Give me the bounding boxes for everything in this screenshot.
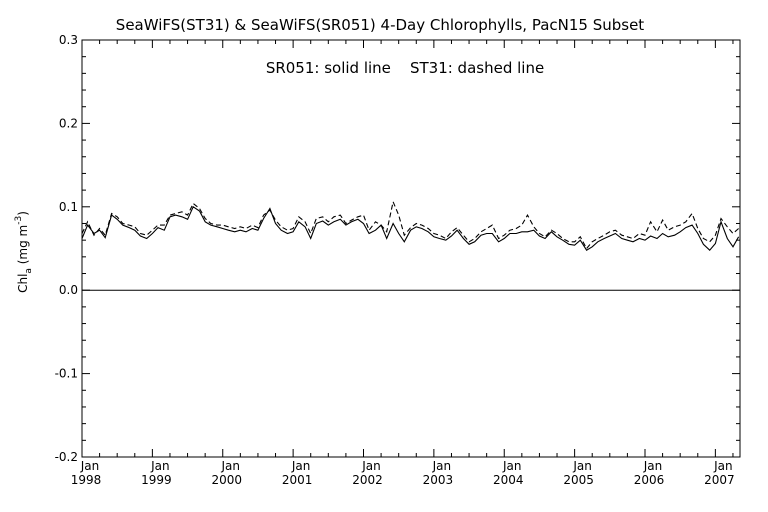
x-tick-month-label: Jan (80, 459, 100, 473)
x-tick-year-label: 1998 (71, 473, 102, 487)
x-tick-month-label: Jan (150, 459, 170, 473)
x-tick-month-label: Jan (502, 459, 522, 473)
x-axis: Jan1998Jan1999Jan2000Jan2001Jan2002Jan20… (71, 40, 735, 487)
x-tick-year-label: 2003 (423, 473, 454, 487)
series-line-sr051 (81, 205, 740, 251)
y-axis-label-close: ) (16, 211, 30, 216)
y-axis-label-main: Chl (16, 274, 30, 293)
y-tick-label: 0.3 (59, 33, 78, 47)
x-tick-month-label: Jan (643, 459, 663, 473)
legend-annotation: SR051: solid line ST31: dashed line (266, 59, 544, 77)
y-tick-label: 0.0 (59, 283, 78, 297)
y-tick-label: 0.1 (59, 200, 78, 214)
x-tick-month-label: Jan (361, 459, 381, 473)
x-tick-month-label: Jan (432, 459, 452, 473)
x-tick-year-label: 2005 (563, 473, 594, 487)
plot-frame (81, 39, 741, 458)
x-tick-year-label: 1999 (141, 473, 172, 487)
x-tick-year-label: 2004 (493, 473, 524, 487)
svg-text:Chla (mg m-3): Chla (mg m-3) (14, 211, 34, 293)
x-tick-month-label: Jan (713, 459, 733, 473)
y-axis-label-sub: a (24, 268, 34, 274)
y-axis: -0.2 -0.1 0.0 0.1 0.2 0.3 (55, 33, 740, 464)
series-line-st31 (81, 199, 739, 250)
y-axis-label-sup: -3 (14, 216, 24, 225)
x-tick-month-label: Jan (572, 459, 592, 473)
x-tick-year-label: 2002 (352, 473, 383, 487)
y-tick-label: -0.1 (55, 367, 78, 381)
y-tick-label: -0.2 (55, 450, 78, 464)
series-layer (81, 199, 740, 251)
x-tick-month-label: Jan (291, 459, 311, 473)
y-axis-label: Chla (mg m-3) (14, 211, 34, 293)
x-tick-month-label: Jan (220, 459, 240, 473)
y-axis-label-unit: (mg m (16, 225, 30, 268)
x-tick-year-label: 2007 (704, 473, 735, 487)
chart-title: SeaWiFS(ST31) & SeaWiFS(SR051) 4-Day Chl… (116, 16, 645, 34)
y-tick-label: 0.2 (59, 116, 78, 130)
x-tick-year-label: 2000 (211, 473, 242, 487)
x-tick-year-label: 2006 (634, 473, 665, 487)
x-tick-year-label: 2001 (282, 473, 313, 487)
